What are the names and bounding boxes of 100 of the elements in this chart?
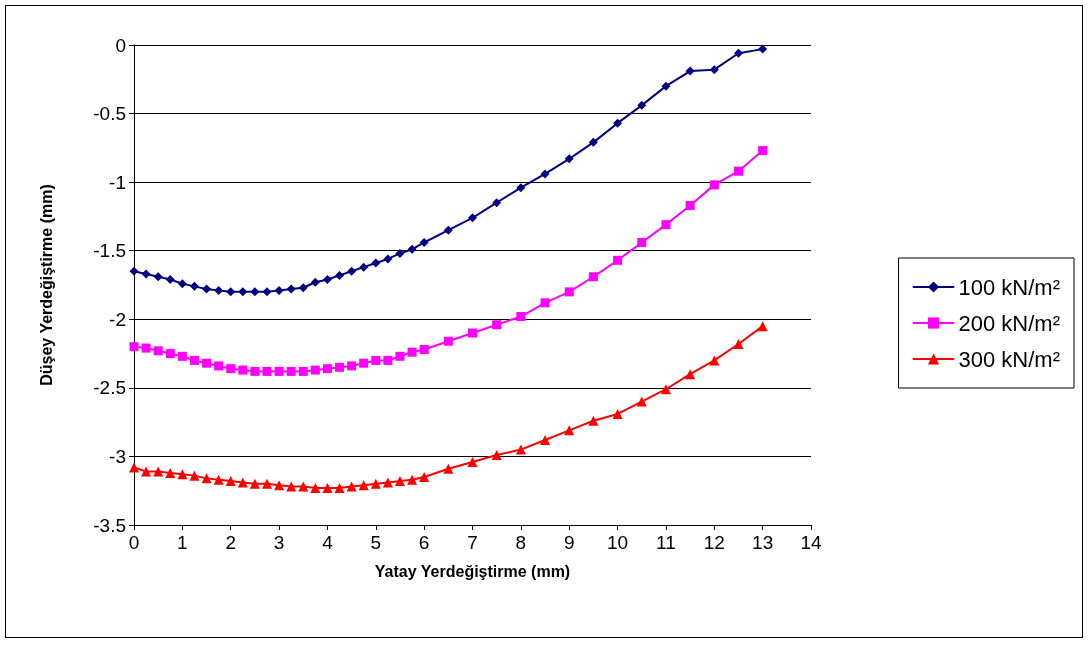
point	[637, 100, 647, 110]
point	[335, 270, 345, 280]
point	[189, 281, 199, 291]
point	[613, 255, 623, 265]
point	[286, 481, 297, 492]
point	[371, 258, 381, 268]
point	[660, 384, 671, 395]
point	[661, 220, 671, 230]
point	[189, 355, 199, 365]
point	[395, 351, 405, 361]
x-tick-label: 0	[128, 532, 140, 553]
y-tick-label: 0	[115, 34, 126, 56]
y-tick-label: -3	[109, 445, 126, 467]
point	[588, 272, 598, 282]
point	[298, 366, 308, 376]
point	[358, 480, 369, 491]
point	[201, 473, 212, 484]
point	[141, 343, 151, 353]
point	[685, 66, 695, 76]
point	[274, 366, 284, 376]
point	[262, 366, 272, 376]
point	[515, 444, 526, 455]
point	[334, 482, 345, 493]
point	[636, 396, 647, 407]
point	[322, 364, 332, 374]
x-tick-label: 6	[418, 532, 430, 553]
point	[709, 65, 719, 75]
point	[443, 463, 454, 474]
point	[371, 355, 381, 365]
point	[733, 48, 743, 58]
point	[177, 351, 187, 361]
legend-label: 100 kN/m²	[958, 274, 1061, 300]
point	[226, 364, 236, 374]
point	[261, 478, 272, 489]
point	[153, 346, 163, 356]
x-tick-label: 10	[607, 532, 629, 553]
point	[274, 285, 284, 295]
point	[202, 284, 212, 294]
point	[407, 347, 417, 357]
point	[443, 225, 453, 235]
point	[286, 284, 296, 294]
point	[225, 476, 236, 487]
x-axis-title: Yatay Yerdeğiştirme (mm)	[374, 562, 571, 580]
point	[564, 154, 574, 164]
point	[468, 328, 477, 338]
point	[165, 467, 176, 478]
point	[310, 365, 320, 375]
point	[237, 477, 248, 488]
point	[540, 434, 551, 445]
point	[492, 320, 502, 330]
point	[443, 336, 453, 346]
point	[250, 366, 260, 376]
point	[165, 349, 175, 359]
point	[407, 474, 418, 485]
point	[419, 344, 429, 354]
point	[685, 369, 696, 380]
point	[359, 262, 369, 272]
x-tick-label: 3	[273, 532, 285, 553]
point	[733, 338, 744, 349]
point	[540, 298, 550, 308]
y-tick-label: -2	[109, 308, 126, 330]
point	[758, 44, 768, 54]
x-tick-label: 13	[752, 532, 774, 553]
point	[516, 183, 526, 193]
point	[407, 244, 417, 254]
point	[202, 358, 212, 368]
y-axis-title: Düşey Yerdeğiştirme (mm)	[37, 184, 55, 386]
point	[347, 361, 357, 371]
point	[685, 200, 695, 210]
point	[492, 198, 502, 208]
point	[347, 266, 357, 276]
point	[322, 482, 333, 493]
point	[637, 237, 647, 247]
point	[709, 180, 719, 190]
point	[249, 478, 260, 489]
point	[214, 285, 224, 295]
point	[491, 450, 502, 461]
point	[177, 469, 188, 480]
point	[468, 213, 477, 223]
point	[564, 287, 574, 297]
point	[165, 275, 175, 285]
point	[286, 366, 296, 376]
x-tick-label: 14	[800, 532, 822, 553]
point	[141, 269, 151, 279]
x-tick-label: 8	[515, 532, 527, 553]
x-tick-label: 11	[656, 532, 676, 553]
point	[189, 470, 200, 481]
point	[141, 466, 152, 477]
point	[262, 287, 272, 297]
point	[177, 279, 187, 289]
point	[394, 476, 405, 487]
point	[419, 237, 429, 247]
point	[298, 481, 309, 492]
point	[153, 466, 164, 477]
point	[382, 477, 393, 488]
point	[213, 474, 224, 485]
legend-label: 300 kN/m²	[958, 346, 1061, 372]
point	[588, 137, 598, 147]
x-tick-label: 1	[177, 532, 188, 553]
point	[709, 355, 720, 366]
